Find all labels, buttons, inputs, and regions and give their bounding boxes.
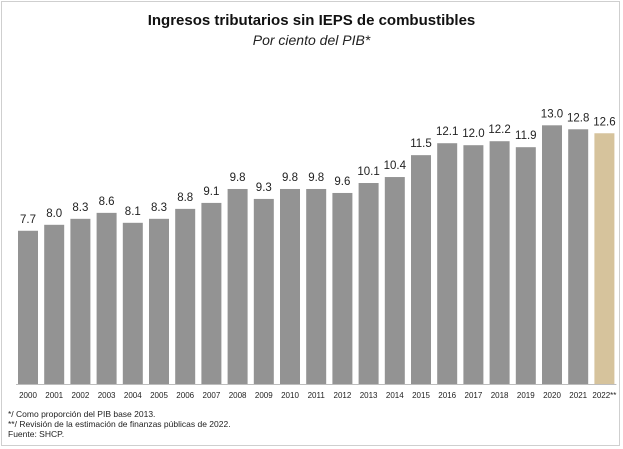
- bar-2009: [253, 198, 274, 384]
- x-tick-label: 2012: [334, 391, 352, 400]
- value-label: 8.1: [125, 206, 141, 218]
- bar-2016: [437, 143, 458, 384]
- x-tick-label: 2003: [98, 391, 116, 400]
- bar-2000: [18, 230, 38, 384]
- value-label: 12.2: [488, 124, 510, 136]
- value-label: 9.8: [282, 172, 298, 184]
- chart-title: Ingresos tributarios sin IEPS de combust…: [147, 12, 476, 29]
- chart-subtitle: Por ciento del PIB*: [252, 32, 371, 48]
- x-tick-label: 2022**: [592, 391, 616, 400]
- x-tick-label: 2017: [465, 391, 483, 400]
- value-label: 9.1: [203, 186, 219, 198]
- x-tick-label: 2000: [19, 391, 37, 400]
- x-tick-label: 2018: [491, 391, 509, 400]
- x-tick-label: 2006: [176, 391, 194, 400]
- bar-2018: [489, 141, 510, 384]
- value-label: 8.3: [151, 202, 167, 214]
- bar-2010: [280, 188, 300, 384]
- bar-2008: [227, 188, 248, 384]
- value-label: 11.9: [515, 130, 537, 142]
- x-tick-label: 2005: [150, 391, 168, 400]
- value-label: 9.8: [230, 172, 246, 184]
- bar-2012: [332, 192, 353, 384]
- bar-2006: [175, 208, 196, 384]
- bar-2022: [594, 133, 615, 384]
- x-tick-label: 2021: [569, 391, 587, 400]
- bar-2005: [149, 218, 169, 384]
- source-note: Fuente: SHCP.: [8, 429, 65, 439]
- value-label: 10.4: [384, 160, 407, 172]
- bar-2015: [411, 155, 431, 384]
- value-label: 8.8: [177, 192, 193, 204]
- x-tick-label: 2013: [360, 391, 378, 400]
- x-tick-label: 2020: [543, 391, 561, 400]
- x-tick-label: 2002: [72, 391, 90, 400]
- value-label: 9.3: [256, 182, 272, 194]
- x-tick-label: 2007: [203, 391, 221, 400]
- value-label: 11.5: [410, 138, 432, 150]
- value-label: 13.0: [541, 108, 563, 120]
- x-tick-label: 2010: [281, 391, 299, 400]
- footnotes: */ Como proporción del PIB base 2013. **…: [8, 409, 231, 439]
- value-label: 12.6: [593, 116, 615, 128]
- footnote-revision: **/ Revisión de la estimación de finanza…: [8, 419, 231, 429]
- value-label: 8.6: [99, 196, 115, 208]
- x-tick-label: 2015: [412, 391, 430, 400]
- value-label: 12.1: [436, 126, 458, 138]
- bar-2017: [463, 145, 484, 384]
- x-tick-label: 2004: [124, 391, 142, 400]
- bar-2001: [44, 224, 65, 384]
- value-label: 8.0: [46, 208, 62, 220]
- bar-2007: [201, 202, 222, 384]
- bar-2013: [358, 183, 379, 384]
- bar-2019: [515, 147, 536, 384]
- value-label: 9.8: [308, 172, 324, 184]
- x-tick-label: 2001: [45, 391, 63, 400]
- value-label: 8.3: [72, 202, 88, 214]
- bar-2004: [122, 222, 143, 384]
- x-tick-label: 2016: [438, 391, 456, 400]
- x-tick-label: 2014: [386, 391, 404, 400]
- bar-2011: [306, 188, 327, 384]
- bar-2021: [568, 129, 589, 384]
- value-label: 12.8: [567, 112, 589, 124]
- value-label: 9.6: [334, 176, 350, 188]
- bar-2014: [384, 177, 405, 384]
- footnote-pib: */ Como proporción del PIB base 2013.: [8, 409, 156, 419]
- x-tick-label: 2009: [255, 391, 273, 400]
- bar-2020: [542, 125, 562, 385]
- bar-2003: [96, 212, 117, 384]
- x-tick-label: 2008: [229, 391, 247, 400]
- value-label: 7.7: [20, 214, 36, 226]
- value-label: 12.0: [462, 128, 484, 140]
- x-tick-label: 2011: [308, 391, 326, 400]
- bar-2002: [70, 218, 91, 384]
- value-label: 10.1: [357, 166, 379, 178]
- x-tick-label: 2019: [517, 391, 535, 400]
